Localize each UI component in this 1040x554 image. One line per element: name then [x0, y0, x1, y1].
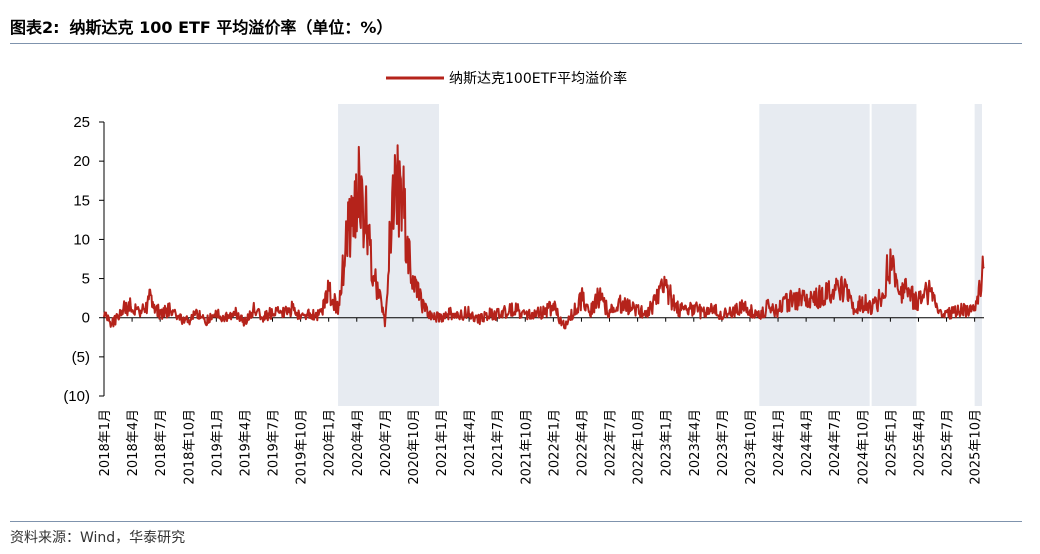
shaded-period-2: [871, 104, 917, 406]
x-tick-label: 2020年7月: [379, 409, 394, 476]
y-tick-label: 0: [82, 310, 90, 327]
x-tick-label: 2023年4月: [688, 409, 703, 476]
x-tick-label: 2025年10月: [969, 409, 984, 485]
x-tick-label: 2019年7月: [267, 409, 282, 476]
y-tick-label: 5: [82, 271, 90, 288]
x-tick-label: 2021年10月: [519, 409, 534, 485]
x-tick-label: 2018年10月: [182, 409, 197, 485]
x-tick-label: 2021年7月: [491, 409, 506, 476]
x-tick-label: 2024年7月: [828, 409, 843, 476]
x-tick-label: 2021年1月: [435, 409, 450, 476]
figure-title-text: 纳斯达克 100 ETF 平均溢价率（单位：%）: [69, 18, 393, 37]
x-tick-label: 2019年4月: [238, 409, 253, 476]
x-tick-label: 2022年4月: [575, 409, 590, 476]
x-tick-label: 2025年1月: [884, 409, 899, 476]
x-tick-label: 2022年1月: [547, 409, 562, 476]
shaded-period-1: [759, 104, 870, 406]
x-tick-label: 2025年4月: [912, 409, 927, 476]
x-tick-label: 2022年7月: [604, 409, 619, 476]
x-tick-label: 2023年1月: [660, 409, 675, 476]
y-tick-label: 25: [73, 114, 90, 131]
bottom-divider: [10, 521, 1022, 522]
top-divider: [10, 43, 1022, 44]
x-tick-label: 2018年4月: [126, 409, 141, 476]
shaded-periods: [338, 104, 982, 406]
y-tick-label: 15: [73, 192, 90, 209]
series-layer: [103, 144, 985, 330]
y-axis-ticks: 25 20 15 10 5 0 (5) (10): [63, 114, 104, 405]
x-tick-label: 2025年7月: [941, 409, 956, 476]
shaded-period-3: [974, 104, 982, 406]
x-tick-label: 2021年4月: [463, 409, 478, 476]
y-tick-label: 20: [73, 153, 90, 170]
x-tick-label: 2018年7月: [154, 409, 169, 476]
x-tick-label: 2023年10月: [744, 409, 759, 485]
source-note: 资料来源：Wind，华泰研究: [10, 530, 186, 546]
y-tick-label: (5): [72, 349, 90, 366]
figure-label: 图表2:: [10, 18, 60, 37]
x-axis-ticks: 2018年1月 2018年4月 2018年7月 2018年10月 2019年1月 2019…: [98, 317, 984, 485]
x-tick-label: 2024年1月: [772, 409, 787, 476]
x-tick-label: 2019年10月: [295, 409, 310, 485]
x-tick-label: 2024年4月: [800, 409, 815, 476]
x-tick-label: 2020年4月: [351, 409, 366, 476]
legend-label: 纳斯达克100ETF平均溢价率: [449, 70, 627, 87]
y-tick-label: (10): [63, 388, 90, 405]
x-tick-label: 2020年1月: [323, 409, 338, 476]
x-tick-label: 2019年1月: [210, 409, 225, 476]
x-tick-label: 2022年10月: [632, 409, 647, 485]
figure-title: 图表2: 纳斯达克 100 ETF 平均溢价率（单位：%）: [10, 14, 392, 38]
x-tick-label: 2018年1月: [98, 409, 113, 476]
x-tick-label: 2020年10月: [407, 409, 422, 485]
y-tick-label: 10: [73, 231, 90, 248]
chart-legend: 纳斯达克100ETF平均溢价率: [386, 70, 627, 87]
x-tick-label: 2024年10月: [856, 409, 871, 485]
series-line: [103, 144, 985, 330]
x-tick-label: 2023年7月: [716, 409, 731, 476]
